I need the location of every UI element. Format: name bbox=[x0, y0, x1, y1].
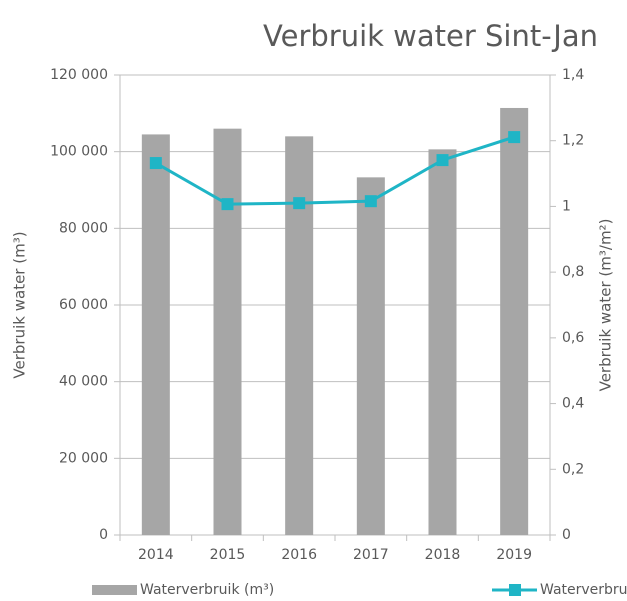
y-tick-label: 0 bbox=[99, 527, 108, 543]
marker bbox=[149, 157, 162, 170]
marker bbox=[293, 197, 306, 210]
x-tick-label: 2019 bbox=[496, 547, 532, 563]
line bbox=[155, 135, 515, 206]
y-tick-label: 40 000 bbox=[59, 374, 108, 390]
marker bbox=[436, 154, 449, 167]
y2-tick-label: 1,4 bbox=[562, 67, 584, 83]
bar bbox=[356, 177, 385, 535]
y-tick-label: 120 000 bbox=[50, 67, 108, 83]
y2-tick-label: 0,6 bbox=[562, 330, 584, 346]
y-axis-label: Verbruik water (m³) bbox=[11, 231, 29, 378]
bar bbox=[500, 107, 529, 535]
chart-title: Verbruik water Sint-Jan bbox=[263, 19, 598, 53]
x-tick-label: 2016 bbox=[281, 547, 317, 563]
y2-tick-label: 0,4 bbox=[562, 396, 584, 412]
legend-swatch bbox=[509, 584, 521, 596]
y2-tick-label: 0,2 bbox=[562, 461, 584, 477]
y2-tick-label: 1 bbox=[562, 198, 571, 214]
marker bbox=[508, 131, 521, 144]
y-tick-label: 20 000 bbox=[59, 450, 108, 466]
bar bbox=[285, 136, 314, 536]
bar bbox=[428, 149, 457, 535]
bar bbox=[141, 134, 170, 535]
marker bbox=[221, 198, 234, 211]
y-tick-label: 60 000 bbox=[59, 297, 108, 313]
y-tick-label: 100 000 bbox=[50, 144, 108, 160]
y2-tick-label: 1,2 bbox=[562, 133, 584, 149]
x-tick-label: 2017 bbox=[353, 547, 389, 563]
x-tick-label: 2014 bbox=[138, 547, 174, 563]
x-tick-label: 2018 bbox=[425, 547, 461, 563]
bar bbox=[213, 128, 242, 535]
y2-tick-label: 0,8 bbox=[562, 264, 584, 280]
marker bbox=[364, 195, 377, 208]
y2-axis-label: Verbruik water (m³/m²) bbox=[597, 219, 615, 392]
legend-swatch bbox=[92, 585, 137, 595]
legend-label: Waterverbruik (m³) bbox=[140, 582, 274, 598]
x-tick-label: 2015 bbox=[210, 547, 246, 563]
legend-label: Waterverbruik (m³/m²) bbox=[540, 582, 627, 598]
y-tick-label: 80 000 bbox=[59, 220, 108, 236]
y2-tick-label: 0 bbox=[562, 527, 571, 543]
